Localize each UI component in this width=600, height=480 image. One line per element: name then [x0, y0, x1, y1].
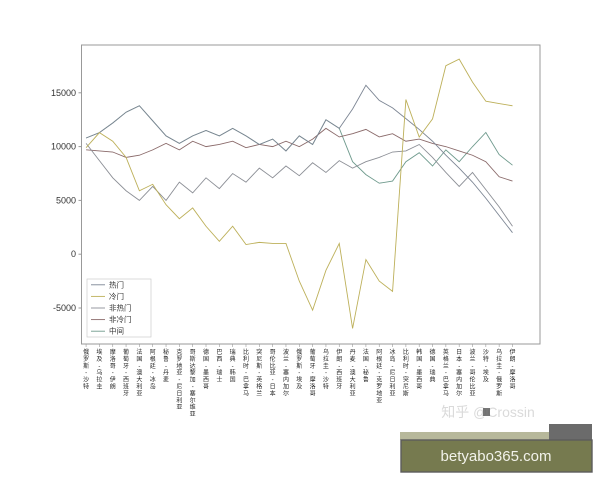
svg-text:韩国-墨西哥: 韩国-墨西哥 — [416, 348, 422, 391]
svg-text:betyabo365.com: betyabo365.com — [441, 448, 552, 465]
svg-text:0: 0 — [71, 249, 76, 259]
svg-text:巴西-瑞士: 巴西-瑞士 — [216, 349, 222, 384]
svg-text:沙特-埃及: 沙特-埃及 — [483, 349, 489, 384]
svg-text:日本-塞内加尔: 日本-塞内加尔 — [456, 349, 462, 397]
svg-text:法国-秘鲁: 法国-秘鲁 — [363, 348, 369, 384]
svg-text:秘鲁-丹麦: 秘鲁-丹麦 — [163, 348, 169, 384]
svg-text:突尼斯-英格兰: 突尼斯-英格兰 — [256, 348, 262, 397]
svg-text:-5000: -5000 — [53, 303, 76, 313]
svg-text:冷门: 冷门 — [109, 291, 124, 301]
svg-text:比利时-巴拿马: 比利时-巴拿马 — [243, 348, 249, 397]
svg-text:波兰-塞内加尔: 波兰-塞内加尔 — [283, 348, 289, 397]
svg-text:阿根廷-冰岛: 阿根廷-冰岛 — [150, 348, 156, 391]
svg-text:俄罗斯-埃及: 俄罗斯-埃及 — [296, 348, 302, 391]
svg-text:15000: 15000 — [51, 88, 76, 98]
svg-text:俄罗斯-沙特: 俄罗斯-沙特 — [83, 348, 89, 391]
svg-text:热门: 热门 — [109, 279, 124, 289]
svg-text:10000: 10000 — [51, 142, 76, 152]
svg-text:克罗地亚-尼日利亚: 克罗地亚-尼日利亚 — [176, 348, 182, 411]
svg-text:丹麦-澳大利亚: 丹麦-澳大利亚 — [350, 349, 356, 397]
svg-text:非热门: 非热门 — [109, 303, 132, 313]
svg-text:乌拉圭-俄罗斯: 乌拉圭-俄罗斯 — [496, 348, 502, 397]
svg-text:中间: 中间 — [109, 326, 124, 336]
svg-text:埃及-乌拉圭: 埃及-乌拉圭 — [96, 348, 102, 391]
svg-text:冰岛-尼日利亚: 冰岛-尼日利亚 — [390, 348, 396, 397]
svg-text:法国-澳大利亚: 法国-澳大利亚 — [136, 348, 142, 397]
svg-text:波兰-哥伦比亚: 波兰-哥伦比亚 — [470, 348, 476, 397]
svg-text:哥斯达黎加-塞尔维亚: 哥斯达黎加-塞尔维亚 — [190, 349, 196, 418]
svg-text:英格兰-巴拿马: 英格兰-巴拿马 — [443, 348, 449, 397]
svg-text:摩洛哥-伊朗: 摩洛哥-伊朗 — [110, 348, 116, 391]
svg-text:乌拉圭-沙特: 乌拉圭-沙特 — [323, 348, 329, 391]
svg-text:比利时-突尼斯: 比利时-突尼斯 — [403, 348, 409, 397]
svg-text:瑞典-韩国: 瑞典-韩国 — [230, 348, 236, 384]
svg-text:葡萄牙-摩洛哥: 葡萄牙-摩洛哥 — [310, 348, 316, 397]
svg-text:葡萄牙-西班牙: 葡萄牙-西班牙 — [123, 348, 129, 397]
svg-text:5000: 5000 — [56, 195, 76, 205]
svg-text:德国-墨西哥: 德国-墨西哥 — [203, 348, 209, 391]
svg-text:伊朗-摩洛哥: 伊朗-摩洛哥 — [509, 348, 515, 391]
svg-text:德国-瑞典: 德国-瑞典 — [430, 348, 436, 384]
svg-text:非冷门: 非冷门 — [109, 314, 132, 324]
svg-text:伊朗-西班牙: 伊朗-西班牙 — [336, 348, 342, 391]
svg-text:阿根廷-克罗地亚: 阿根廷-克罗地亚 — [376, 348, 382, 404]
svg-text:哥伦比亚-日本: 哥伦比亚-日本 — [270, 349, 276, 397]
